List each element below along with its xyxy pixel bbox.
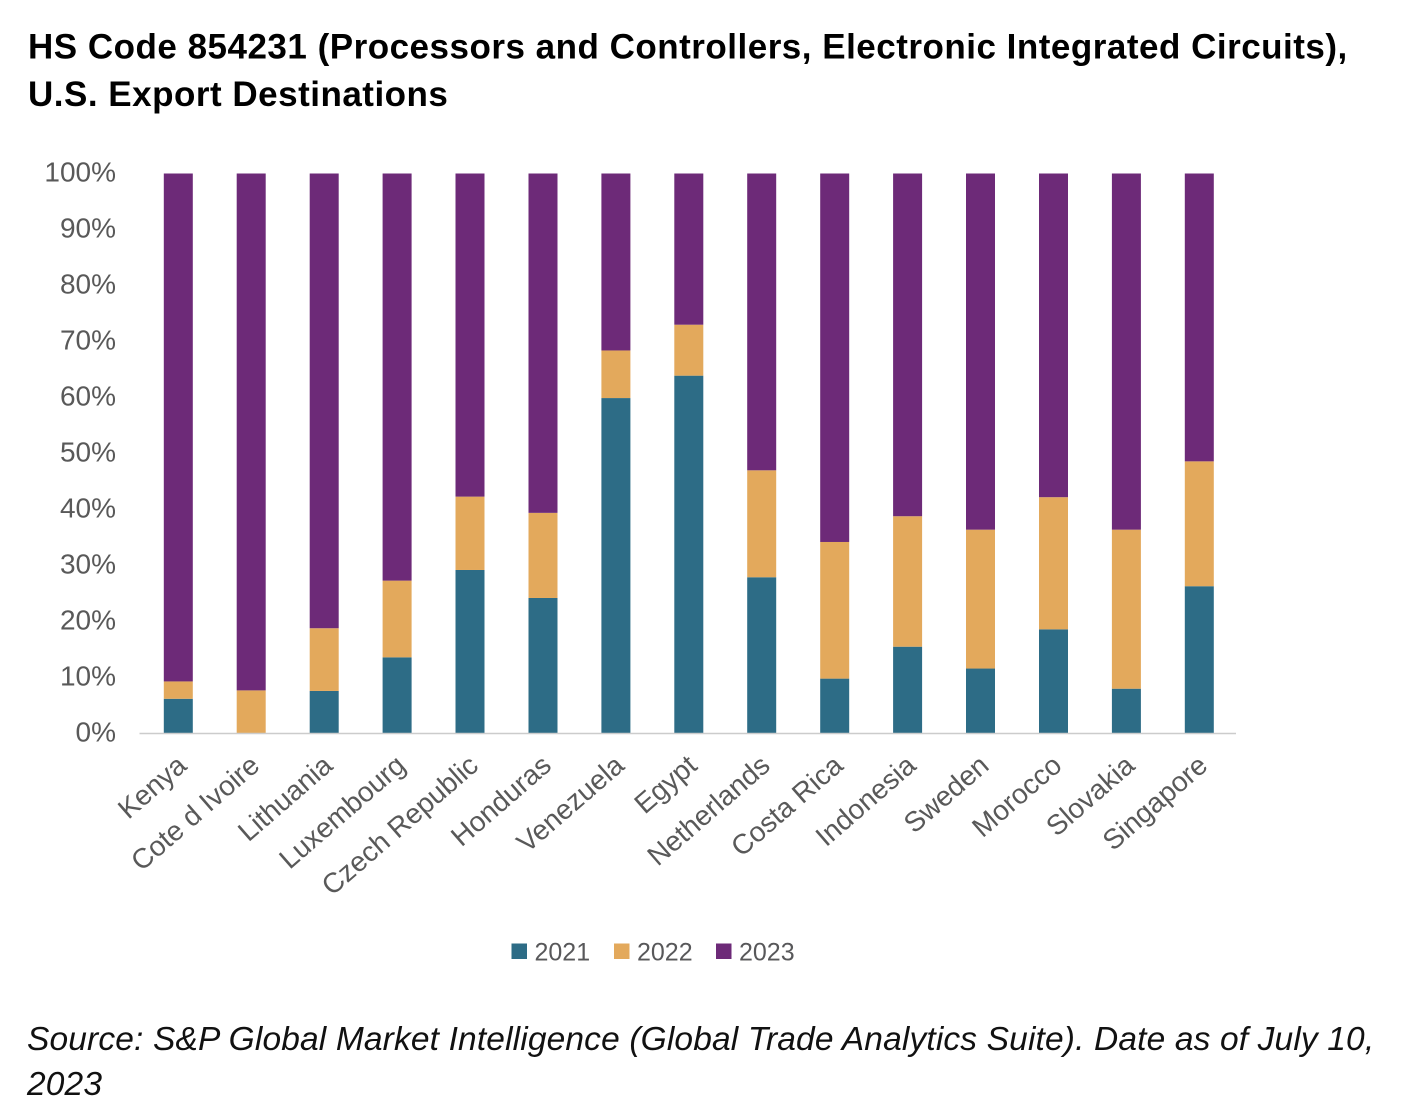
svg-text:80%: 80% — [60, 269, 116, 300]
svg-text:50%: 50% — [60, 437, 116, 468]
svg-text:10%: 10% — [60, 661, 116, 692]
svg-text:2023: 2023 — [739, 939, 795, 967]
svg-text:100%: 100% — [44, 157, 116, 188]
svg-text:2022: 2022 — [637, 939, 693, 967]
svg-text:70%: 70% — [60, 325, 116, 356]
svg-text:30%: 30% — [60, 549, 116, 580]
svg-text:40%: 40% — [60, 493, 116, 524]
svg-text:90%: 90% — [60, 213, 116, 244]
svg-text:U.S. Export Destinations: U.S. Export Destinations — [28, 75, 448, 114]
svg-text:0%: 0% — [76, 717, 116, 748]
svg-text:HS Code 854231 (Processors and: HS Code 854231 (Processors and Controlle… — [28, 28, 1348, 67]
svg-text:2021: 2021 — [535, 939, 591, 967]
svg-text:2023: 2023 — [26, 1066, 102, 1103]
svg-text:20%: 20% — [60, 605, 116, 636]
svg-text:60%: 60% — [60, 381, 116, 412]
svg-text:Source: S&P Global Market Inte: Source: S&P Global Market Intelligence (… — [27, 1021, 1374, 1058]
